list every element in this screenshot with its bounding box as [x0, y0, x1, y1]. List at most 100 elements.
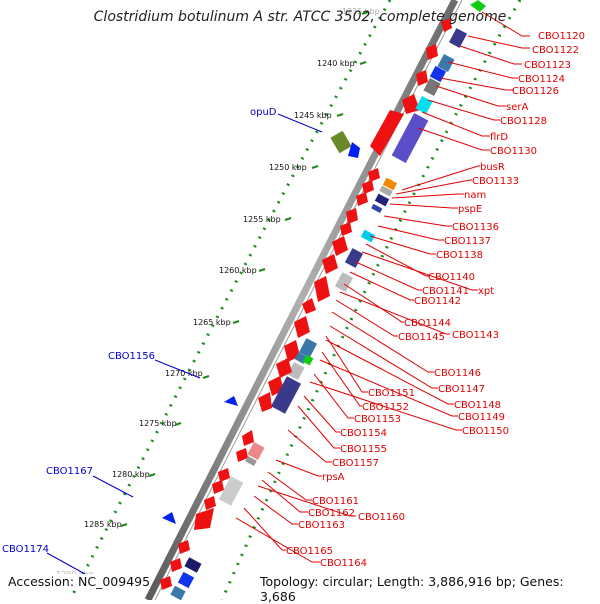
gene-block[interactable]	[448, 28, 468, 48]
gene-label[interactable]: CBO1157	[332, 458, 379, 469]
gene-label[interactable]: CBO1155	[340, 444, 387, 455]
gene-block[interactable]	[177, 571, 195, 589]
gene-block[interactable]	[371, 203, 383, 213]
gene-block[interactable]	[423, 78, 441, 96]
gene-label[interactable]: CBO1164	[320, 558, 367, 569]
gene-label[interactable]: CBO1150	[462, 426, 509, 437]
gene-arrow[interactable]	[170, 558, 182, 572]
gene-arrow[interactable]	[178, 540, 190, 554]
gene-label[interactable]: CBO1128	[500, 116, 547, 127]
gene-arrow[interactable]	[348, 142, 360, 158]
gene-label[interactable]: CBO1153	[354, 414, 401, 425]
gene-block[interactable]	[382, 177, 398, 191]
gene-block[interactable]	[415, 96, 433, 114]
gene-label[interactable]: busR	[480, 162, 505, 173]
gene-label[interactable]: CBO1143	[452, 330, 499, 341]
gene-label[interactable]: CBO1160	[358, 512, 405, 523]
gene-arrow[interactable]	[212, 480, 224, 494]
gene-block[interactable]	[170, 585, 186, 600]
gene-arrow[interactable]	[368, 168, 380, 182]
gene-label[interactable]: CBO1152	[362, 402, 409, 413]
gene-label[interactable]: CBO1165	[286, 546, 333, 557]
gene-label[interactable]: CBO1145	[398, 332, 445, 343]
gene-label[interactable]: nam	[464, 190, 486, 201]
gene-arrow[interactable]	[356, 192, 368, 206]
gene-label[interactable]: CBO1146	[434, 368, 481, 379]
gene-label[interactable]: CBO1142	[414, 296, 461, 307]
gene-arrow[interactable]	[370, 110, 404, 156]
gene-block[interactable]	[379, 185, 393, 197]
gene-label[interactable]: xpt	[478, 286, 494, 297]
gene-arrow[interactable]	[322, 254, 338, 274]
gene-arrow[interactable]	[346, 208, 358, 224]
gene-label[interactable]: CBO1161	[312, 496, 359, 507]
gene-arrow[interactable]	[362, 180, 374, 194]
gene-arrow[interactable]	[416, 70, 428, 86]
gene-block[interactable]	[330, 130, 352, 154]
gene-block[interactable]	[391, 113, 429, 163]
gene-label[interactable]: CBO1124	[518, 74, 565, 85]
gene-label[interactable]: CBO1163	[298, 520, 345, 531]
gene-label[interactable]: CBO1126	[512, 86, 559, 97]
gene-arrow[interactable]	[236, 448, 248, 462]
gene-block[interactable]	[184, 557, 202, 573]
gene-label[interactable]: CBO1130	[490, 146, 537, 157]
gene-block[interactable]	[437, 54, 455, 72]
gene-arrow[interactable]	[441, 18, 452, 32]
gene-block[interactable]	[344, 248, 364, 268]
gene-block[interactable]	[334, 272, 354, 292]
gene-block[interactable]	[245, 456, 257, 466]
gene-block[interactable]	[360, 229, 376, 243]
gene-block[interactable]	[287, 362, 305, 380]
gene-arrow[interactable]	[218, 468, 230, 482]
gene-arrow[interactable]	[284, 340, 300, 362]
gene-arrow[interactable]	[204, 496, 216, 510]
gene-label[interactable]: flrD	[490, 132, 508, 143]
gene-label[interactable]: CBO1147	[438, 384, 485, 395]
gene-arrow[interactable]	[162, 512, 176, 524]
gene-arrow[interactable]	[160, 576, 172, 590]
gene-block[interactable]	[247, 442, 265, 460]
gene-arrow[interactable]	[276, 358, 292, 378]
gene-label-CBO1174[interactable]: CBO1174	[2, 544, 49, 555]
gene-arrow[interactable]	[224, 396, 238, 406]
gene-arrow[interactable]	[194, 508, 214, 530]
gene-block[interactable]	[270, 376, 302, 414]
gene-label[interactable]: CBO1141	[422, 286, 469, 297]
gene-block[interactable]	[298, 338, 318, 358]
gene-label[interactable]: CBO1148	[454, 400, 501, 411]
gene-label[interactable]: CBO1136	[452, 222, 499, 233]
gene-label-CBO1156[interactable]: CBO1156	[108, 351, 155, 362]
gene-arrow[interactable]	[470, 0, 486, 12]
gene-label[interactable]: CBO1149	[458, 412, 505, 423]
gene-arrow[interactable]	[332, 236, 348, 256]
gene-label[interactable]: CBO1154	[340, 428, 387, 439]
gene-label[interactable]: CBO1137	[444, 236, 491, 247]
gene-block[interactable]	[302, 354, 314, 366]
gene-label-opuD[interactable]: opuD	[250, 107, 277, 118]
gene-arrow[interactable]	[258, 392, 272, 412]
gene-label[interactable]: rpsA	[322, 472, 345, 483]
gene-label[interactable]: CBO1162	[308, 508, 355, 519]
gene-label[interactable]: pspE	[458, 204, 482, 215]
gene-arrow[interactable]	[426, 44, 438, 60]
gene-label[interactable]: CBO1140	[428, 272, 475, 283]
gene-label[interactable]: CBO1123	[524, 60, 571, 71]
gene-arrow[interactable]	[242, 430, 254, 446]
gene-label[interactable]: CBO1120	[538, 31, 585, 42]
gene-label[interactable]: CBO1151	[368, 388, 415, 399]
gene-label-CBO1167[interactable]: CBO1167	[46, 466, 93, 477]
gene-arrow[interactable]	[340, 222, 352, 236]
gene-block[interactable]	[218, 476, 244, 506]
gene-label[interactable]: serA	[506, 102, 528, 113]
gene-label[interactable]: CBO1133	[472, 176, 519, 187]
gene-arrow[interactable]	[302, 298, 316, 314]
gene-arrow[interactable]	[314, 276, 330, 302]
gene-label[interactable]: CBO1122	[532, 45, 579, 56]
gene-arrow[interactable]	[294, 316, 310, 338]
gene-arrow[interactable]	[402, 94, 420, 114]
gene-label[interactable]: CBO1144	[404, 318, 451, 329]
gene-block[interactable]	[374, 193, 390, 207]
gene-label[interactable]: CBO1138	[436, 250, 483, 261]
left-label-leaders	[46, 113, 323, 575]
